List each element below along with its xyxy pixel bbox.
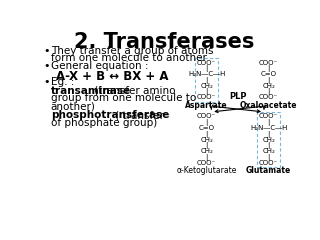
Text: C=O: C=O (199, 125, 215, 131)
Text: transaminase: transaminase (51, 86, 131, 96)
Text: phosphotransferase: phosphotransferase (51, 110, 169, 120)
Text: CH₂: CH₂ (262, 137, 275, 143)
Text: |: | (268, 77, 270, 84)
Text: •: • (43, 77, 50, 87)
Text: group from one molecule to: group from one molecule to (51, 94, 196, 103)
Text: C=O: C=O (260, 71, 276, 77)
Text: COO⁻: COO⁻ (259, 94, 278, 100)
Text: CH₂: CH₂ (200, 148, 213, 154)
Text: (transfer amino: (transfer amino (91, 86, 176, 96)
Text: of phosphate group): of phosphate group) (51, 118, 157, 128)
Text: |: | (268, 89, 270, 96)
Text: |: | (205, 131, 208, 138)
Text: COO⁻: COO⁻ (197, 160, 216, 166)
Text: α-Ketoglutarate: α-Ketoglutarate (176, 166, 237, 175)
Text: another): another) (51, 101, 96, 111)
Text: CH₂: CH₂ (262, 83, 275, 89)
Text: ( transfer: ( transfer (112, 110, 164, 120)
Text: CH₂: CH₂ (262, 148, 275, 154)
Text: COO⁻: COO⁻ (259, 160, 278, 166)
Text: COO⁻: COO⁻ (197, 114, 216, 120)
Text: |: | (205, 65, 208, 72)
Text: |: | (205, 77, 208, 84)
Text: COO⁻: COO⁻ (259, 60, 278, 66)
Text: CH₂: CH₂ (200, 83, 213, 89)
Text: Eg. :: Eg. : (51, 77, 74, 87)
Text: COO⁻: COO⁻ (197, 60, 216, 66)
Text: H₂N―C―H: H₂N―C―H (188, 71, 225, 77)
Text: |: | (205, 142, 208, 149)
Text: |: | (268, 131, 270, 138)
Text: COO⁻: COO⁻ (197, 94, 216, 100)
Text: Glutamate: Glutamate (246, 166, 291, 175)
Text: |: | (268, 65, 270, 72)
Text: Aspartate: Aspartate (185, 101, 228, 110)
Text: 2. Transferases: 2. Transferases (74, 32, 254, 52)
Text: |: | (268, 142, 270, 149)
Text: COO⁻: COO⁻ (259, 114, 278, 120)
Text: Oxaloacetate: Oxaloacetate (240, 101, 297, 110)
Text: |: | (268, 154, 270, 161)
Text: They transfer a group of atoms: They transfer a group of atoms (51, 46, 213, 56)
Text: |: | (205, 154, 208, 161)
Text: •: • (43, 46, 50, 56)
Text: |: | (205, 119, 208, 126)
Text: A-X + B ↔ BX + A: A-X + B ↔ BX + A (55, 70, 168, 83)
Text: form one molecule to another: form one molecule to another (51, 54, 207, 63)
Text: •: • (43, 61, 50, 71)
Text: |: | (268, 119, 270, 126)
Text: |: | (205, 89, 208, 96)
Text: H₂N―C―H: H₂N―C―H (250, 125, 287, 131)
Text: CH₂: CH₂ (200, 137, 213, 143)
Text: PLP: PLP (229, 92, 246, 101)
Text: General equation :: General equation : (51, 61, 148, 71)
